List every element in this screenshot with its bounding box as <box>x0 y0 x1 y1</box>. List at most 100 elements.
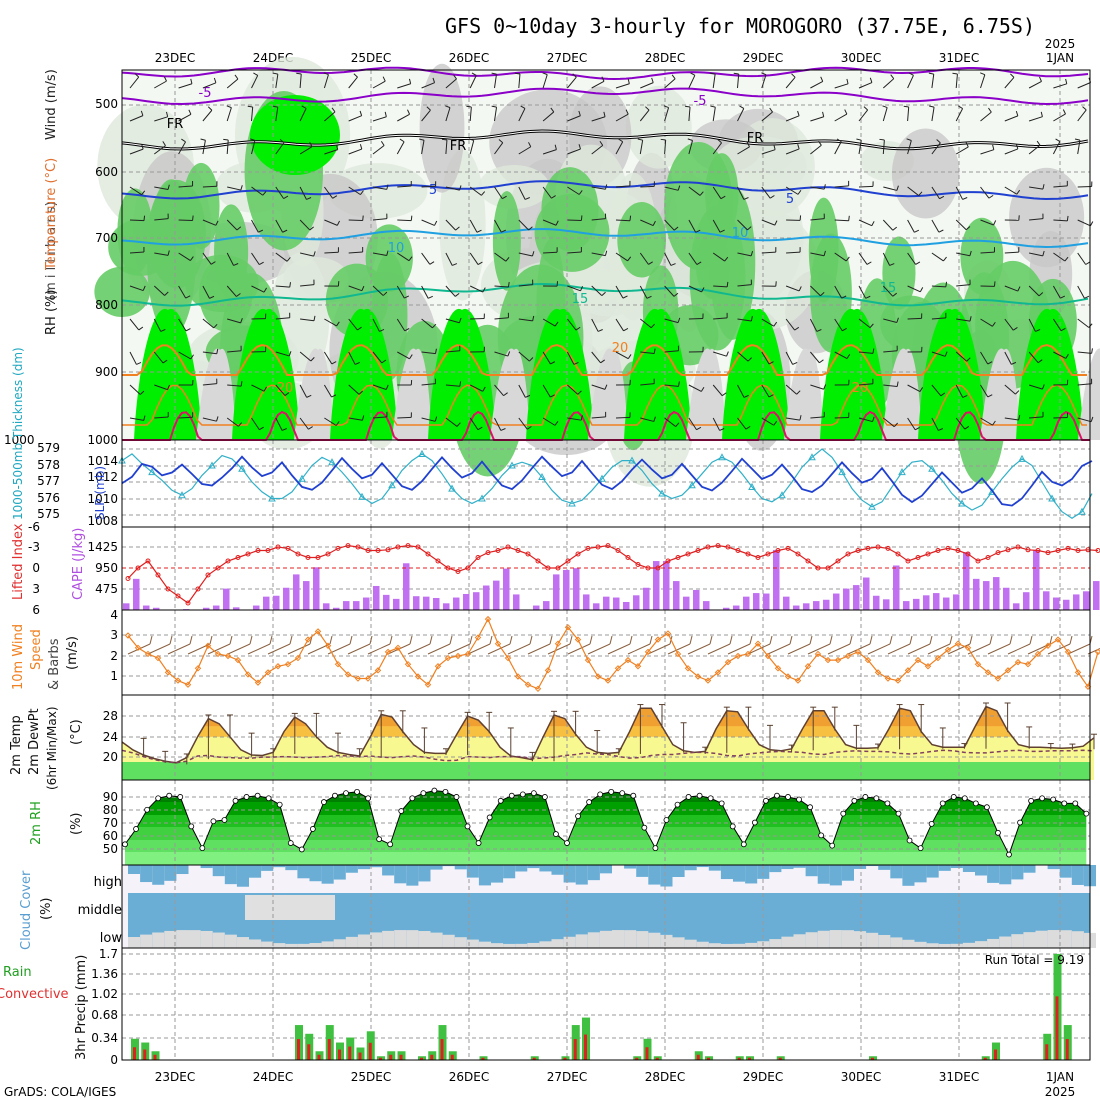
wind-barb-flag <box>551 195 556 199</box>
wind-barb-9-31 <box>883 381 899 387</box>
precip-tick-4: 0.34 <box>91 1031 118 1045</box>
wind-barb-flag <box>323 72 329 76</box>
wind-barb-flag <box>332 195 338 199</box>
wind-barb-10-36 <box>1004 414 1021 421</box>
wind-barb-staff <box>324 219 338 226</box>
isotherm-label-5b: 5 <box>786 192 794 207</box>
wind-barb-staff <box>445 318 460 324</box>
wind-barb-5-39 <box>1077 252 1091 265</box>
cloud-low-32 <box>515 943 528 948</box>
wind-barb-flag <box>629 215 632 221</box>
rh2m-marker-44 <box>608 788 615 795</box>
wind-barb-4-33 <box>931 219 944 233</box>
wind-barb-staff <box>421 140 425 155</box>
rh2m-marker-31 <box>464 823 471 830</box>
li-marker-79 <box>915 555 921 560</box>
wind-barb-flag <box>167 384 170 390</box>
wind10m-barb-50 <box>627 635 653 655</box>
rh-dry-5 <box>686 348 726 440</box>
li-marker-87 <box>995 550 1001 556</box>
isotherm-label-fr3: FR <box>747 131 764 146</box>
wind-barb-flag <box>869 77 873 83</box>
isotherm-15 <box>121 282 1089 307</box>
top-date-23DEC: 23DEC <box>155 51 195 65</box>
wind10m-barb-staff <box>267 643 291 655</box>
wind-barb-staff <box>518 417 528 430</box>
cape-bar-97 <box>1093 581 1100 610</box>
wind-barb-staff <box>251 252 260 265</box>
li-marker-91 <box>1035 548 1041 553</box>
wind-barb-1-4 <box>226 105 232 122</box>
wind10m-barb-10 <box>227 635 253 655</box>
wind-barb-flag <box>872 348 875 354</box>
wind-barb-flag <box>445 105 451 109</box>
wind-barb-3-26 <box>761 186 775 199</box>
wind10m-marker-1 <box>134 644 142 652</box>
wind-barb-staff <box>348 251 363 254</box>
wind10m-barb-80 <box>927 635 953 655</box>
precip-conv-bar-34 <box>481 1057 485 1060</box>
wind10m-marker-25 <box>374 667 382 674</box>
cloud-high-25 <box>430 865 443 870</box>
wind10m-barb-12 <box>247 635 273 655</box>
rh-bright-9 <box>1016 308 1084 440</box>
wind-barb-5-19 <box>591 250 608 257</box>
cloud-low-11 <box>261 941 274 948</box>
wind-barb-flag <box>309 226 314 231</box>
rh-dry-8 <box>980 348 1020 440</box>
rh2m-marker-79 <box>995 829 1001 836</box>
wind-barb-3-16 <box>518 186 530 200</box>
wind-barb-4-7 <box>299 219 314 231</box>
wind10m-barb-staff <box>507 643 531 655</box>
wind-barb-6-13 <box>445 285 460 297</box>
wind-barb-staff <box>1028 144 1041 155</box>
cloud-low-58 <box>829 930 842 948</box>
wind-barb-2-23 <box>687 138 694 155</box>
precip-conv-bar-29 <box>430 1054 434 1060</box>
wind-barb-flag <box>384 111 387 117</box>
thickness-marker-12 <box>238 464 246 472</box>
wind-barb-staff <box>299 219 311 231</box>
bottom-date-23DEC: 23DEC <box>155 1070 195 1084</box>
wind-barb-flag <box>134 73 140 78</box>
wind10m-barb-staff <box>307 643 331 655</box>
wind10m-barb-76 <box>887 635 913 655</box>
wind-barb-staff <box>275 285 290 288</box>
wind-barb-0-33 <box>928 72 935 89</box>
wind-barb-5-5 <box>251 252 264 266</box>
wind-barb-staff <box>202 140 206 155</box>
pressure-tick-800: 800 <box>95 298 118 312</box>
wind-barb-6-19 <box>591 285 606 297</box>
wind-barb-flag <box>429 261 435 265</box>
rh-tick-90: 90 <box>103 790 118 804</box>
thickness-marker-69 <box>808 453 816 461</box>
wind-barb-2-33 <box>931 139 941 155</box>
wind-barb-4-35 <box>980 219 997 226</box>
wind-barb-staff <box>178 351 192 360</box>
wind-barb-flag <box>721 392 727 397</box>
wind-barb-flag <box>500 428 506 431</box>
wind-barb-staff <box>372 186 387 190</box>
wind10m-marker-11 <box>234 656 242 664</box>
cape-tick-475: 475 <box>95 582 118 596</box>
wind10m-barb-flag <box>569 635 573 645</box>
wind-barb-10-0 <box>129 415 146 421</box>
wind-barb-staff <box>1052 318 1062 331</box>
wind-barb-flag <box>160 328 166 332</box>
wind-barb-3-39 <box>1077 181 1093 188</box>
rh-shade-57 <box>419 63 465 193</box>
wind-barb-staff <box>1052 141 1061 155</box>
wind-barb-staff <box>1053 219 1068 222</box>
wind-barb-staff <box>397 219 412 222</box>
wind-barb-flag <box>216 348 219 354</box>
wind-barb-5-18 <box>567 247 582 254</box>
wind-barb-flag <box>554 321 559 327</box>
wind-barb-flag <box>189 256 194 261</box>
wind-barb-6-29 <box>834 285 847 299</box>
wind-barb-staff <box>640 383 655 386</box>
footer-credit: GrADS: COLA/IGES <box>4 1085 116 1099</box>
wind-barb-2-13 <box>441 138 448 155</box>
rh2m-marker-40 <box>564 840 570 846</box>
wind-barb-flag <box>426 106 431 111</box>
thickness-marker-36 <box>478 494 486 502</box>
